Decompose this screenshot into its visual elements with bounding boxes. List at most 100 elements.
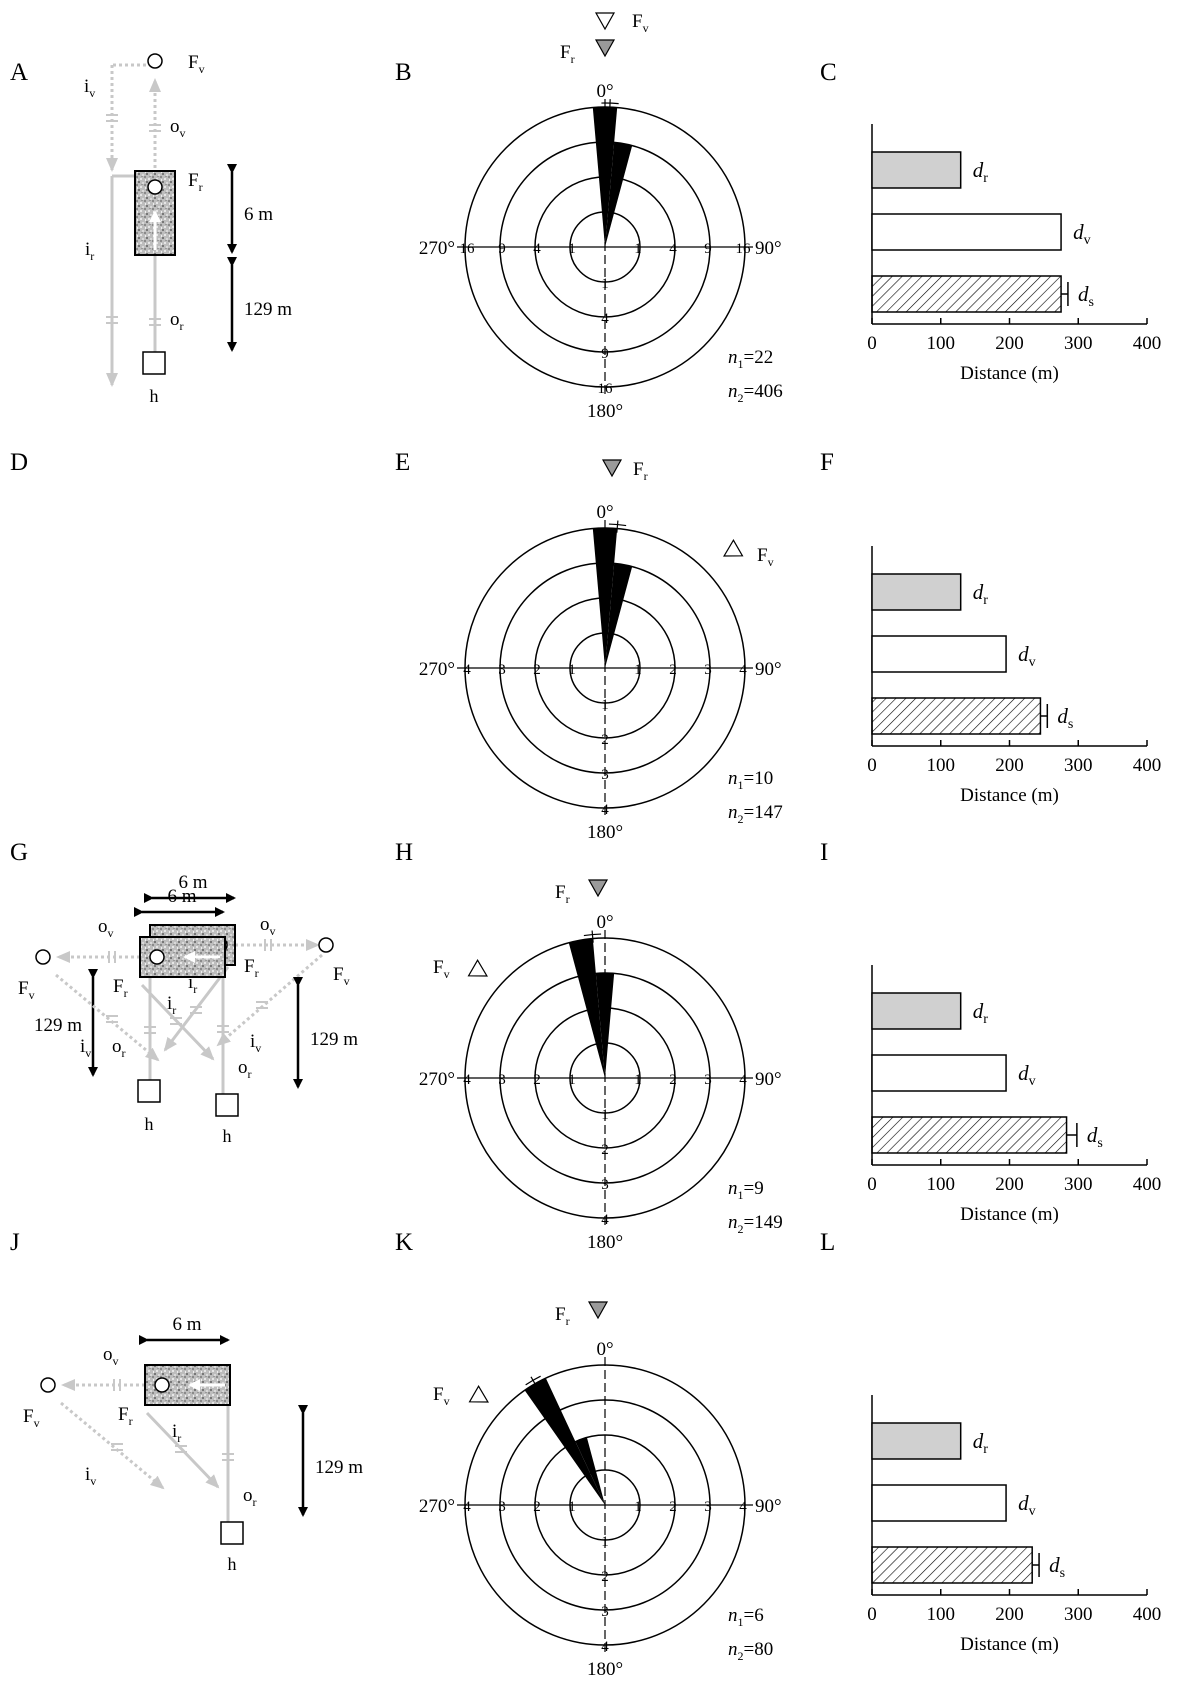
bar-x-tick-label: 0 xyxy=(867,755,877,776)
diagram-A: h Fv Fr iv ov ir or 6 m 129 m xyxy=(84,52,292,406)
n2-label: n2=80 xyxy=(728,1639,773,1663)
mean-direction-tick xyxy=(530,1376,538,1388)
polar-tick-label-right: 1 xyxy=(634,1499,642,1515)
polar-tick-label-left: 1 xyxy=(568,1499,576,1515)
fv-marker-label: Fv xyxy=(433,957,450,981)
feeder-real-point xyxy=(149,949,165,965)
polar-label-180: 180° xyxy=(587,1232,623,1253)
bar-x-tick-label: 200 xyxy=(995,1604,1024,1625)
mean-direction-tick xyxy=(591,930,594,943)
polar-sector xyxy=(595,973,615,1078)
panel-letter-E: E xyxy=(395,449,410,476)
bar-x-tick-label: 200 xyxy=(995,755,1024,776)
panel-letter-K: K xyxy=(395,1229,413,1256)
polar-tick-label-left: 9 xyxy=(498,241,506,257)
hive xyxy=(215,1093,239,1117)
n2-label: n2=406 xyxy=(728,381,783,405)
bars-C: 0 100 200 300 400 Distance (m) dr dv ds xyxy=(867,124,1161,384)
polar-tick-label-right: 4 xyxy=(739,1499,747,1515)
bar-label-d_s: ds xyxy=(1087,1123,1103,1151)
bar-x-tick-label: 0 xyxy=(867,1174,877,1195)
polar-label-180: 180° xyxy=(587,1659,623,1680)
polar-tick-label-bottom: 3 xyxy=(601,1177,609,1193)
bar-label-d_r: dr xyxy=(973,580,989,608)
bar-label-d_s: ds xyxy=(1078,282,1094,310)
polar-sector xyxy=(524,1378,605,1505)
bar-d_r xyxy=(871,151,962,189)
feeder-virtual-point xyxy=(35,949,51,965)
panel-letter-F: F xyxy=(820,449,834,476)
polar-tick-label-right: 3 xyxy=(704,1499,712,1515)
polar-label-90: 90° xyxy=(755,1496,782,1517)
panel-letter-C: C xyxy=(820,59,837,86)
fr-label: Fr xyxy=(113,976,128,1000)
bar-d_v xyxy=(871,1484,1007,1522)
inbound-path-iv xyxy=(55,973,160,1062)
polar-tick-label-left: 1 xyxy=(568,241,576,257)
dim-129m-label: 129 m xyxy=(315,1457,363,1478)
polar-tick-label-left: 1 xyxy=(568,662,576,678)
polar-label-270: 270° xyxy=(419,238,455,259)
polar-sector xyxy=(605,563,633,668)
fr-label: Fr xyxy=(244,956,259,980)
or-label: or xyxy=(112,1036,126,1060)
bar-label-d_r: dr xyxy=(973,999,989,1027)
fr-marker xyxy=(594,39,616,58)
polar-label-90: 90° xyxy=(755,1069,782,1090)
bar-d_v xyxy=(871,1054,1007,1092)
polar-tick-label-bottom: 9 xyxy=(601,346,609,362)
polar-label-0: 0° xyxy=(596,502,613,523)
bar-d_r xyxy=(871,573,962,611)
bar-x-tick-label: 400 xyxy=(1133,755,1162,776)
polar-tick-label-right: 4 xyxy=(669,241,677,257)
bar-x-tick-label: 0 xyxy=(867,1604,877,1625)
ov-label: ov xyxy=(260,914,276,938)
bars-F: 0 100 200 300 400 Distance (m) dr dv ds xyxy=(867,546,1161,806)
hive-label: h xyxy=(145,1114,154,1134)
panel-letter-G: G xyxy=(10,839,28,866)
polar-label-90: 90° xyxy=(755,238,782,259)
polar-tick-label-left: 2 xyxy=(533,1499,541,1515)
polar-tick-label-right: 1 xyxy=(634,241,642,257)
iv-label: iv xyxy=(84,76,95,100)
dim-6m-label: 6 m xyxy=(172,1314,201,1335)
fr-marker-label: Fr xyxy=(555,1304,570,1328)
polar-label-90: 90° xyxy=(755,659,782,680)
polar-tick-label-left: 4 xyxy=(533,241,541,257)
fr-marker-label: Fr xyxy=(555,882,570,906)
feeder-real-point xyxy=(154,1377,170,1393)
bar-label-d_v: dv xyxy=(1018,642,1036,670)
fr-marker xyxy=(587,879,609,898)
bar-x-tick-label: 300 xyxy=(1064,333,1093,354)
polar-label-270: 270° xyxy=(419,659,455,680)
bar-label-d_r: dr xyxy=(973,1429,989,1457)
bar-d_s xyxy=(871,1116,1068,1154)
polar-label-0: 0° xyxy=(596,81,613,102)
polar-tick-label-bottom: 3 xyxy=(601,1604,609,1620)
fv-marker xyxy=(594,12,616,31)
inbound-path-ir xyxy=(140,983,215,1061)
ov-label: ov xyxy=(170,116,186,140)
bar-x-axis-label: Distance (m) xyxy=(960,1634,1059,1655)
fv-marker xyxy=(723,539,744,557)
polar-K: 1 1 1 2 2 2 3 3 3 4 4 4 0° 90° 180° 270° n1=6 n2=80 Fr Fv xyxy=(419,1301,782,1680)
inbound-path-ir xyxy=(145,1411,220,1489)
bar-d_r xyxy=(871,992,962,1030)
n2-label: n2=147 xyxy=(728,802,783,826)
bar-x-tick-label: 200 xyxy=(995,1174,1024,1195)
polar-tick-label-right: 16 xyxy=(736,241,752,257)
n1-label: n1=9 xyxy=(728,1178,764,1202)
bar-x-tick-label: 300 xyxy=(1064,1604,1093,1625)
polar-tick-label-right: 2 xyxy=(669,1499,677,1515)
fv-label: Fv xyxy=(23,1406,40,1430)
n2-label: n2=149 xyxy=(728,1212,783,1236)
polar-tick-label-bottom: 4 xyxy=(601,311,609,327)
or-label: or xyxy=(170,309,184,333)
polar-tick-label-left: 16 xyxy=(460,241,476,257)
bar-d_v xyxy=(871,635,1007,673)
bar-label-d_s: ds xyxy=(1057,704,1073,732)
fv-marker-label: Fv xyxy=(757,545,774,569)
bar-label-d_v: dv xyxy=(1018,1061,1036,1089)
